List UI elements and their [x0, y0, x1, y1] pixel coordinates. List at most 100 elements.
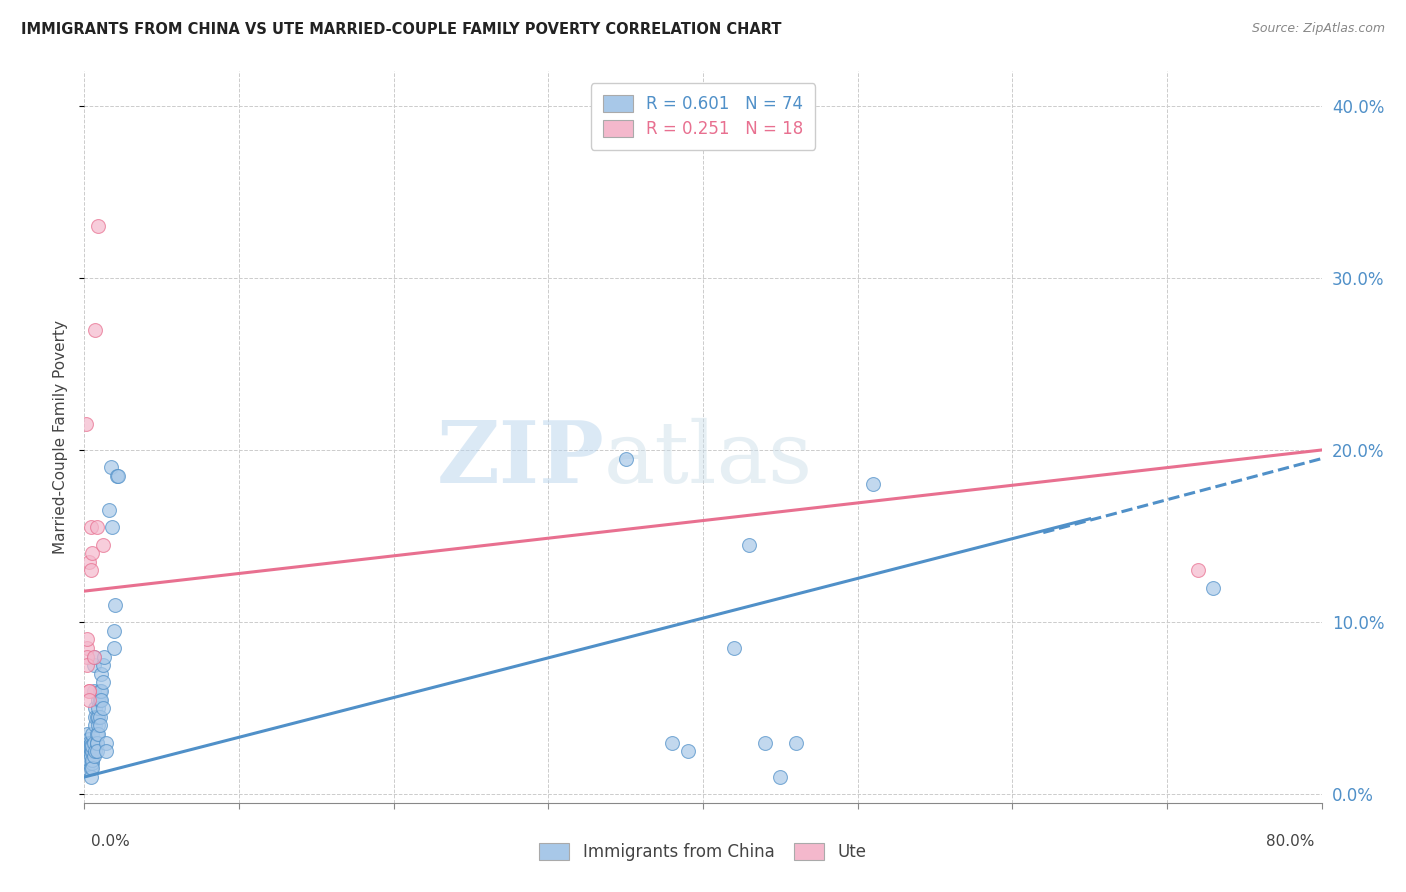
Point	[103, 640, 125, 655]
Point	[107, 468, 129, 483]
Point	[101, 520, 124, 534]
Point	[86, 710, 108, 724]
Point	[82, 744, 104, 758]
Point	[77, 692, 100, 706]
Point	[76, 761, 98, 775]
Point	[75, 744, 97, 758]
Point	[614, 451, 637, 466]
Point	[98, 503, 121, 517]
Point	[100, 460, 122, 475]
Point	[1187, 564, 1209, 578]
Point	[77, 749, 100, 764]
Point	[82, 761, 104, 775]
Point	[77, 756, 100, 771]
Point	[79, 749, 101, 764]
Point	[82, 546, 104, 560]
Point	[90, 692, 112, 706]
Point	[79, 564, 101, 578]
Point	[104, 598, 127, 612]
Point	[82, 727, 104, 741]
Point	[87, 718, 110, 732]
Point	[87, 701, 110, 715]
Point	[91, 701, 114, 715]
Point	[86, 735, 108, 749]
Point	[79, 739, 101, 753]
Point	[785, 735, 807, 749]
Point	[76, 640, 98, 655]
Point	[79, 770, 101, 784]
Point	[82, 753, 104, 767]
Point	[754, 735, 776, 749]
Legend: Immigrants from China, Ute: Immigrants from China, Ute	[533, 836, 873, 868]
Point	[87, 692, 110, 706]
Point	[103, 624, 125, 638]
Point	[76, 649, 98, 664]
Point	[90, 666, 112, 681]
Point	[82, 756, 104, 771]
Point	[89, 710, 111, 724]
Point	[76, 749, 98, 764]
Point	[77, 555, 100, 569]
Point	[84, 718, 107, 732]
Point	[89, 692, 111, 706]
Point	[91, 675, 114, 690]
Point	[79, 520, 101, 534]
Point	[89, 718, 111, 732]
Y-axis label: Married-Couple Family Poverty: Married-Couple Family Poverty	[53, 320, 69, 554]
Point	[77, 732, 100, 747]
Point	[76, 632, 98, 647]
Point	[862, 477, 884, 491]
Point	[86, 727, 108, 741]
Point	[76, 739, 98, 753]
Point	[77, 684, 100, 698]
Point	[93, 649, 115, 664]
Point	[89, 684, 111, 698]
Text: 0.0%: 0.0%	[91, 834, 131, 849]
Point	[84, 701, 107, 715]
Point	[86, 735, 108, 749]
Point	[83, 735, 105, 749]
Point	[84, 744, 107, 758]
Point	[75, 735, 97, 749]
Point	[83, 749, 105, 764]
Point	[94, 735, 117, 749]
Point	[82, 739, 104, 753]
Point	[94, 744, 117, 758]
Point	[90, 684, 112, 698]
Point	[676, 744, 699, 758]
Point	[84, 322, 107, 336]
Point	[87, 710, 110, 724]
Text: ZIP: ZIP	[436, 417, 605, 501]
Point	[86, 744, 108, 758]
Point	[91, 538, 114, 552]
Point	[76, 727, 98, 741]
Point	[75, 417, 97, 432]
Point	[79, 761, 101, 775]
Point	[83, 658, 105, 673]
Point	[87, 727, 110, 741]
Point	[86, 520, 108, 534]
Point	[723, 640, 745, 655]
Point	[77, 735, 100, 749]
Text: atlas: atlas	[605, 417, 813, 500]
Point	[77, 753, 100, 767]
Text: IMMIGRANTS FROM CHINA VS UTE MARRIED-COUPLE FAMILY POVERTY CORRELATION CHART: IMMIGRANTS FROM CHINA VS UTE MARRIED-COU…	[21, 22, 782, 37]
Point	[105, 468, 128, 483]
Point	[79, 744, 101, 758]
Point	[76, 658, 98, 673]
Point	[83, 684, 105, 698]
Point	[769, 770, 792, 784]
Point	[79, 735, 101, 749]
Text: Source: ZipAtlas.com: Source: ZipAtlas.com	[1251, 22, 1385, 36]
Point	[91, 658, 114, 673]
Point	[83, 649, 105, 664]
Point	[738, 538, 761, 552]
Point	[77, 739, 100, 753]
Point	[83, 649, 105, 664]
Point	[84, 710, 107, 724]
Point	[1202, 581, 1225, 595]
Point	[77, 684, 100, 698]
Point	[661, 735, 683, 749]
Point	[87, 219, 110, 234]
Text: 80.0%: 80.0%	[1267, 834, 1315, 849]
